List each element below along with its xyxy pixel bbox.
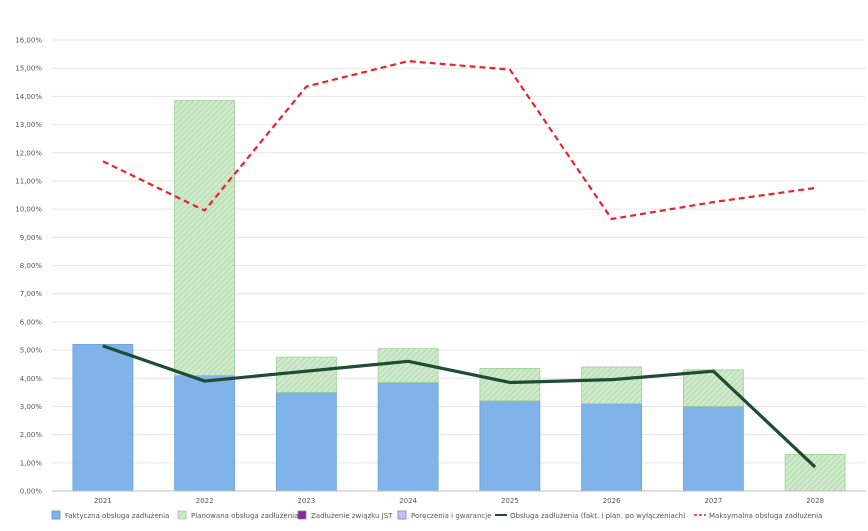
x-tick-label: 2021 — [94, 497, 112, 505]
legend: Faktyczna obsługa zadłużenia Planowana ob… — [51, 510, 822, 520]
y-tick-label: 12,00% — [15, 149, 42, 157]
line-marks — [102, 60, 817, 469]
y-tick-label: 0,00% — [20, 488, 43, 496]
y-tick-label: 11,00% — [15, 177, 42, 185]
bar-segment — [682, 406, 744, 492]
bar-segment — [479, 367, 541, 402]
y-tick-label: 1,00% — [20, 459, 43, 467]
legend-swatch — [51, 510, 61, 520]
y-tick-label: 13,00% — [15, 121, 42, 129]
y-axis-ticks: 0,00% 1,00% 2,00% 3,00% 4,00% 5,00% 6,00% 7,00%… — [15, 37, 42, 496]
legend-label: Maksymalna obsługa zadłużenia — [709, 512, 822, 520]
bar-segment — [581, 403, 643, 492]
legend-label: Planowana obsługa zadłużenia — [191, 512, 298, 520]
legend-label: Faktyczna obsługa zadłużenia — [65, 512, 169, 520]
bar-segment — [581, 366, 643, 405]
x-axis-ticks: 2021 2022 2023 2024 2025 2026 2027 2028 — [94, 497, 824, 505]
y-tick-label: 14,00% — [15, 93, 42, 101]
x-tick-label: 2028 — [806, 497, 824, 505]
y-tick-label: 5,00% — [20, 347, 43, 355]
bar-segment — [784, 453, 846, 492]
legend-label: Zadłużenie związku JST — [311, 512, 393, 520]
bar-segment — [682, 369, 744, 407]
series-line — [102, 344, 817, 469]
x-tick-label: 2023 — [297, 497, 315, 505]
y-tick-label: 10,00% — [15, 206, 42, 214]
x-tick-label: 2026 — [603, 497, 621, 505]
x-tick-label: 2022 — [196, 497, 214, 505]
y-tick-label: 3,00% — [20, 403, 43, 411]
y-tick-label: 16,00% — [15, 37, 42, 45]
bar-segment — [275, 391, 337, 492]
y-tick-label: 2,00% — [20, 431, 43, 439]
y-tick-label: 9,00% — [20, 234, 43, 242]
legend-swatch — [177, 510, 187, 520]
y-tick-label: 8,00% — [20, 262, 43, 270]
x-tick-label: 2027 — [704, 497, 722, 505]
legend-label: Poręczenia i gwarancje — [411, 512, 492, 520]
bar-segment — [174, 375, 236, 492]
x-tick-label: 2024 — [399, 497, 417, 505]
y-tick-label: 7,00% — [20, 290, 43, 298]
y-tick-label: 6,00% — [20, 318, 43, 326]
x-tick-label: 2025 — [501, 497, 519, 505]
bar-segment — [377, 382, 439, 492]
bar-segment — [479, 400, 541, 492]
legend-swatch — [297, 510, 307, 520]
y-tick-label: 4,00% — [20, 375, 43, 383]
bar-segment — [174, 100, 236, 376]
y-tick-label: 15,00% — [15, 65, 42, 73]
legend-swatch — [397, 510, 407, 520]
legend-label: Obsługa zadłużenia (fakt. i plan. po wył… — [510, 512, 686, 520]
bar-segment — [72, 344, 134, 492]
